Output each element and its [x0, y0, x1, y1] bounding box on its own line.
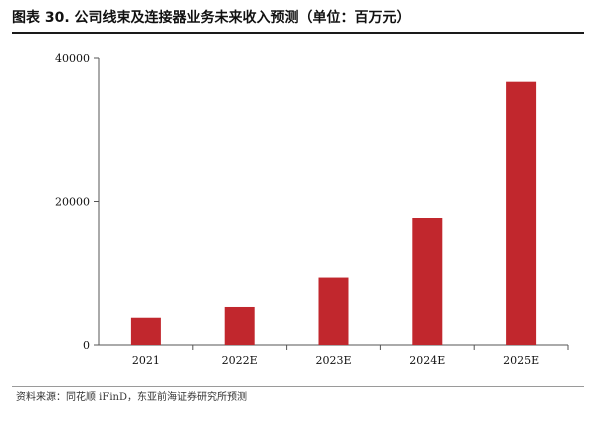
x-tick-labels: 2021 2022E 2023E 2024E 2025E — [132, 354, 539, 367]
x-tick-label: 2022E — [222, 354, 258, 367]
title-rule — [12, 32, 584, 34]
y-tick-labels: 0 20000 40000 — [55, 52, 90, 352]
source-rule — [12, 386, 584, 387]
source-note: 资料来源：同花顺 iFinD，东亚前海证券研究所预测 — [16, 392, 247, 403]
x-tick-label: 2024E — [409, 354, 445, 367]
bar-2024E — [412, 218, 443, 345]
chart-bars — [130, 81, 537, 346]
figure-title: 图表 30. 公司线束及连接器业务未来收入预测（单位：百万元） — [12, 10, 411, 26]
y-tick-label: 0 — [83, 339, 90, 352]
x-tick-label: 2021 — [132, 354, 160, 367]
x-tick-label: 2025E — [503, 354, 539, 367]
bar-2021 — [130, 317, 161, 345]
bar-2025E — [506, 81, 537, 346]
bar-2023E — [318, 277, 349, 345]
y-tick-label: 40000 — [55, 52, 90, 65]
bar-2022E — [224, 306, 255, 345]
y-tick-label: 20000 — [55, 196, 90, 209]
x-tick-label: 2023E — [315, 354, 351, 367]
